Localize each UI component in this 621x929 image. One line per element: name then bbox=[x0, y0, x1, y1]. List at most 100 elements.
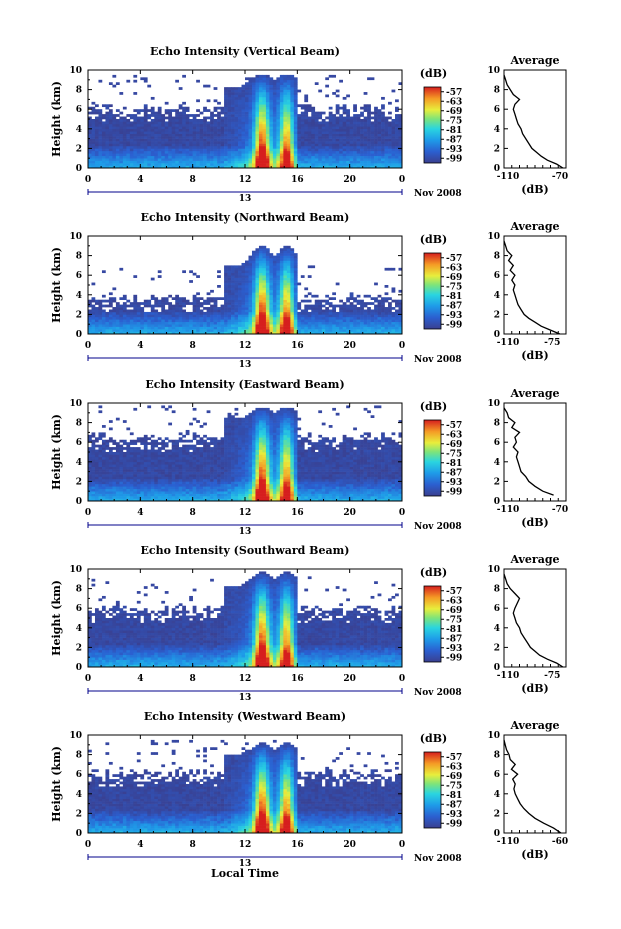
profile-y-tick-label: 4 bbox=[494, 125, 500, 135]
heatmap-cell bbox=[356, 119, 361, 122]
heatmap-cell bbox=[140, 464, 145, 467]
heatmap-cell bbox=[265, 314, 270, 318]
heatmap-cell bbox=[265, 302, 270, 305]
heatmap-cell bbox=[265, 289, 270, 293]
heatmap-cell bbox=[300, 331, 305, 335]
heatmap-cell bbox=[360, 148, 364, 152]
heatmap-cell bbox=[258, 155, 263, 159]
heatmap-cell bbox=[168, 307, 173, 310]
heatmap-cell bbox=[283, 158, 288, 161]
heatmap-cell bbox=[342, 126, 347, 130]
heatmap-cell bbox=[314, 294, 319, 298]
heatmap-cell bbox=[150, 452, 155, 455]
heatmap-cell bbox=[286, 302, 291, 305]
heatmap-cell bbox=[182, 158, 186, 161]
heatmap-cell bbox=[178, 439, 183, 443]
heatmap-cell bbox=[234, 272, 239, 276]
heatmap-cell bbox=[178, 116, 183, 120]
heatmap-cell bbox=[269, 158, 274, 161]
heatmap-cell bbox=[178, 163, 183, 166]
heatmap-cell bbox=[262, 126, 267, 130]
heatmap-cell bbox=[335, 89, 340, 93]
heatmap-cell bbox=[374, 304, 378, 308]
heatmap-cell bbox=[178, 466, 183, 470]
heatmap-cell bbox=[157, 481, 162, 485]
heatmap-cell bbox=[119, 324, 124, 327]
heatmap-cell bbox=[147, 304, 152, 308]
heatmap-cell bbox=[290, 74, 295, 78]
heatmap-cell bbox=[122, 459, 127, 463]
heatmap-cell bbox=[293, 84, 298, 88]
heatmap-cell bbox=[171, 163, 176, 166]
heatmap-cell bbox=[276, 267, 281, 271]
heatmap-cell bbox=[342, 104, 347, 108]
heatmap-cell bbox=[391, 299, 396, 303]
heatmap-cell bbox=[283, 77, 288, 81]
heatmap-cell bbox=[328, 311, 333, 315]
heatmap-cell bbox=[374, 155, 378, 159]
heatmap-cell bbox=[367, 126, 371, 130]
heatmap-cell bbox=[112, 314, 117, 318]
heatmap-cell bbox=[258, 326, 263, 330]
heatmap-cell bbox=[199, 150, 204, 154]
heatmap-cell bbox=[94, 331, 99, 335]
heatmap-cell bbox=[346, 116, 350, 120]
heatmap-cell bbox=[108, 138, 113, 142]
heatmap-cell bbox=[300, 275, 305, 278]
heatmap-cell bbox=[206, 309, 211, 313]
heatmap-cell bbox=[168, 329, 173, 332]
heatmap-cell bbox=[150, 486, 155, 490]
heatmap-cell bbox=[112, 469, 117, 472]
heatmap-cell bbox=[185, 302, 190, 305]
heatmap-cell bbox=[133, 454, 138, 458]
heatmap-cell bbox=[272, 131, 277, 134]
heatmap-cell bbox=[213, 314, 218, 318]
heatmap-cell bbox=[140, 493, 145, 497]
heatmap-cell bbox=[143, 454, 148, 458]
heatmap-cell bbox=[328, 155, 333, 159]
heatmap-cell bbox=[119, 163, 124, 166]
heatmap-cell bbox=[178, 478, 183, 482]
heatmap-cell bbox=[269, 299, 274, 303]
heatmap-cell bbox=[300, 163, 305, 166]
heatmap-cell bbox=[122, 452, 127, 455]
heatmap-cell bbox=[126, 498, 131, 502]
heatmap-cell bbox=[325, 307, 330, 310]
heatmap-cell bbox=[108, 459, 113, 463]
heatmap-cell bbox=[328, 153, 333, 157]
heatmap-cell bbox=[154, 299, 159, 303]
heatmap-cell bbox=[342, 311, 347, 315]
heatmap-cell bbox=[346, 307, 350, 310]
heatmap-cell bbox=[175, 439, 180, 443]
heatmap-cell bbox=[293, 114, 298, 117]
heatmap-cell bbox=[293, 160, 298, 164]
heatmap-cell bbox=[136, 488, 141, 492]
heatmap-cell bbox=[88, 452, 92, 455]
heatmap-cell bbox=[328, 133, 333, 137]
heatmap-cell bbox=[349, 119, 354, 122]
heatmap-cell bbox=[234, 143, 239, 147]
heatmap-cell bbox=[353, 321, 357, 325]
heatmap-cell bbox=[286, 101, 291, 105]
heatmap-cell bbox=[143, 452, 148, 455]
heatmap-cell bbox=[108, 471, 113, 475]
heatmap-cell bbox=[126, 464, 131, 467]
heatmap-cell bbox=[178, 488, 183, 492]
heatmap-cell bbox=[304, 165, 309, 169]
heatmap-cell bbox=[353, 155, 357, 159]
heatmap-cell bbox=[150, 469, 155, 472]
heatmap-cell bbox=[398, 82, 403, 85]
heatmap-cell bbox=[251, 253, 256, 256]
heatmap-cell bbox=[346, 309, 350, 313]
heatmap-cell bbox=[381, 165, 385, 169]
heatmap-cell bbox=[227, 141, 232, 144]
heatmap-cell bbox=[115, 488, 120, 492]
heatmap-cell bbox=[189, 153, 193, 157]
heatmap-cell bbox=[171, 143, 176, 147]
heatmap-cell bbox=[377, 128, 382, 132]
heatmap-cell bbox=[353, 119, 357, 122]
heatmap-cell bbox=[321, 160, 326, 164]
heatmap-cell bbox=[196, 275, 200, 278]
heatmap-cell bbox=[255, 329, 260, 332]
profile-x-tick-label: -70 bbox=[552, 172, 568, 182]
